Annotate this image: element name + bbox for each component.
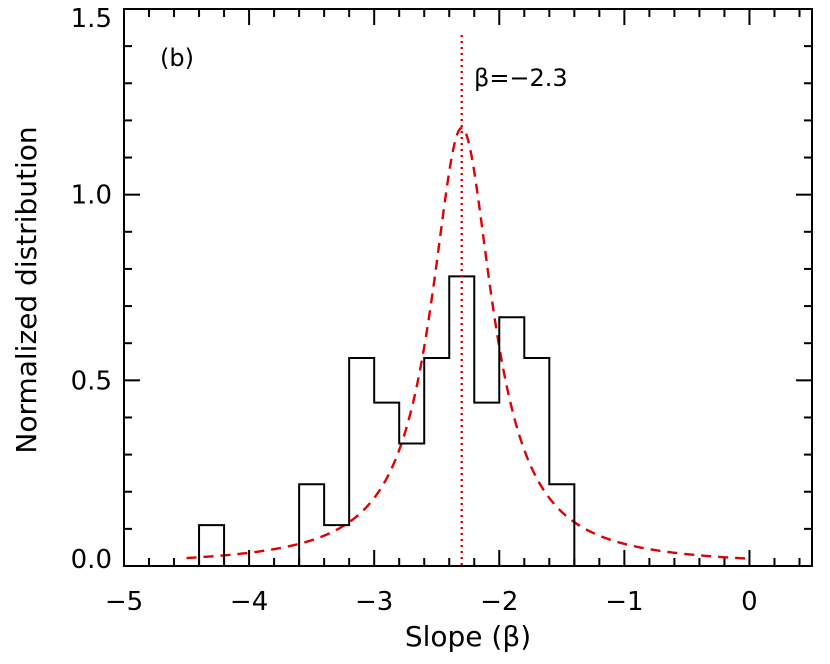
y-tick-label: 1.5 bbox=[71, 4, 112, 34]
histogram-bar bbox=[349, 358, 374, 566]
histogram-bar bbox=[374, 403, 399, 566]
x-tick-label: −2 bbox=[480, 587, 518, 617]
x-tick-label: −4 bbox=[230, 587, 268, 617]
y-tick-label: 1.0 bbox=[71, 181, 112, 211]
y-tick-label: 0.5 bbox=[71, 366, 112, 396]
histogram-bar bbox=[474, 403, 499, 566]
x-tick-labels: −5 −4 −3 −2 −1 0 bbox=[105, 587, 758, 617]
y-tick-labels: 0.0 0.5 1.0 1.5 bbox=[71, 4, 112, 575]
panel-label: (b) bbox=[160, 44, 194, 72]
histogram-outline bbox=[198, 275, 576, 567]
x-tick-label: −5 bbox=[105, 587, 143, 617]
plot-frame bbox=[123, 8, 813, 567]
histogram-bars bbox=[198, 275, 576, 567]
histogram-bar bbox=[199, 525, 224, 566]
x-tick-label: 0 bbox=[741, 587, 758, 617]
axis-ticks bbox=[123, 8, 812, 567]
histogram-bar bbox=[324, 525, 349, 566]
fit-curve bbox=[186, 126, 750, 560]
x-tick-label: −1 bbox=[605, 587, 643, 617]
fit-curve-line bbox=[186, 126, 750, 560]
histogram-bar bbox=[424, 358, 449, 566]
histogram-bar bbox=[399, 443, 424, 566]
histogram-bar bbox=[524, 358, 549, 566]
y-tick-label: 0.0 bbox=[71, 545, 112, 575]
histogram-bar bbox=[299, 484, 324, 566]
y-axis-title: Normalized distribution bbox=[10, 126, 43, 453]
x-tick-label: −3 bbox=[355, 587, 393, 617]
reference-line-label: β=−2.3 bbox=[474, 64, 568, 92]
histogram-bar bbox=[549, 484, 574, 566]
x-axis-title: Slope (β) bbox=[405, 620, 531, 653]
